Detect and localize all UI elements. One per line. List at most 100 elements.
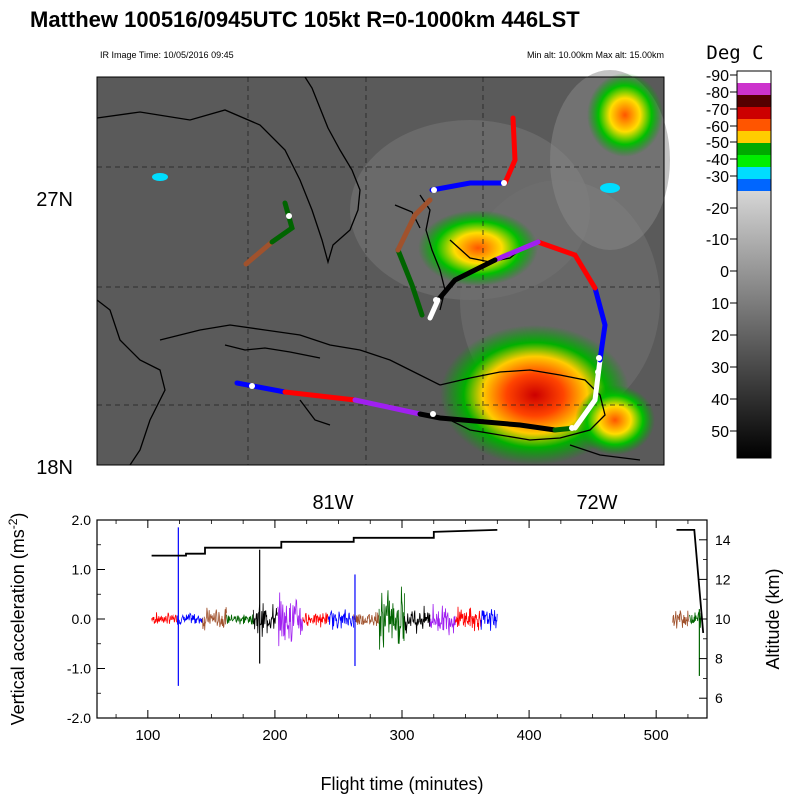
colorbar-enhanced-bands bbox=[737, 71, 771, 191]
acceleration-segment bbox=[202, 607, 227, 631]
x-tick-label: 400 bbox=[517, 727, 542, 744]
acceleration-segment bbox=[151, 612, 178, 624]
track-segment bbox=[429, 180, 508, 193]
acceleration-segment bbox=[353, 612, 380, 627]
acceleration-segment bbox=[429, 603, 456, 636]
map-frame bbox=[96, 76, 665, 466]
convective-cell bbox=[418, 210, 538, 286]
y-right-tick-label: 12 bbox=[715, 571, 731, 587]
track-segment bbox=[395, 197, 433, 253]
track-segment bbox=[417, 411, 558, 433]
y-axis-label-left: Vertical acceleration (ms-2) bbox=[6, 513, 28, 726]
colorbar-tick-label: -50 bbox=[706, 135, 729, 152]
y-tick-label: -1.0 bbox=[67, 661, 91, 677]
acceleration-segment bbox=[277, 592, 304, 647]
acceleration-segment bbox=[302, 612, 329, 628]
colorbar-labels: -90-80-70-60-50-40-30 -20 -10 0 10 20 30 40 50 bbox=[706, 68, 737, 441]
colorbar-tick-label: 10 bbox=[711, 296, 729, 313]
colorbar-band bbox=[737, 95, 771, 107]
drop-markers bbox=[249, 180, 602, 431]
track-segment bbox=[352, 397, 423, 417]
track-segment bbox=[243, 239, 275, 267]
cold-cloud-spot bbox=[600, 183, 620, 193]
colorbar-band bbox=[737, 119, 771, 131]
acceleration-segment bbox=[480, 609, 498, 631]
colorbar-band bbox=[737, 71, 771, 83]
lon-label-72w: 72W bbox=[576, 492, 617, 514]
colorbar-tick-label: -70 bbox=[706, 102, 729, 119]
x-tick-label: 100 bbox=[135, 727, 160, 744]
acceleration-segment bbox=[404, 605, 431, 634]
colorbar-gray-ramp bbox=[737, 191, 771, 458]
lat-label-27n: 27N bbox=[36, 189, 73, 211]
colorbar-tick-label: -30 bbox=[706, 169, 729, 186]
acceleration-segment bbox=[226, 614, 254, 625]
colorbar-tick-label: 20 bbox=[711, 328, 729, 345]
track-segment bbox=[535, 239, 598, 291]
convective-cell bbox=[575, 385, 655, 455]
x-axis-label: Flight time (minutes) bbox=[320, 774, 483, 794]
colorbar-frame bbox=[736, 70, 772, 459]
y-tick-label: 0.0 bbox=[72, 611, 92, 627]
colorbar-band bbox=[737, 83, 771, 95]
acceleration-segment bbox=[176, 612, 203, 626]
colorbar-band bbox=[737, 131, 771, 143]
colorbar-tick-label: 0 bbox=[720, 264, 729, 281]
acceleration-segment bbox=[252, 603, 278, 637]
track-segment bbox=[269, 200, 295, 245]
acceleration-segment bbox=[327, 609, 354, 630]
track-segment bbox=[427, 297, 441, 321]
y-right-tick-label: 14 bbox=[715, 532, 731, 548]
acceleration-plot: 100 200 300 400 500 2.0 1.0 0.0 -1.0 -2.0 14 12 10 8 6… bbox=[6, 512, 783, 794]
track-segment bbox=[435, 257, 498, 303]
altitude-line bbox=[151, 529, 705, 633]
colorbar-band bbox=[737, 107, 771, 119]
colorbar-band bbox=[737, 143, 771, 155]
track-segment bbox=[282, 389, 358, 403]
acceleration-segment bbox=[455, 606, 482, 632]
colorbar-title: Deg C bbox=[706, 42, 763, 64]
colorbar-tick-label: -60 bbox=[706, 119, 729, 136]
figure-title: Matthew 100516/0945UTC 105kt R=0-1000km … bbox=[30, 7, 580, 32]
y-right-tick-label: 6 bbox=[715, 690, 723, 706]
satellite-map bbox=[96, 70, 670, 466]
y-tick-label: -2.0 bbox=[67, 710, 91, 726]
track-segment bbox=[234, 380, 288, 395]
colorbar-tick-label: -90 bbox=[706, 68, 729, 85]
acceleration-traces bbox=[151, 527, 703, 686]
acceleration-segment bbox=[672, 610, 690, 629]
x-tick-label: 200 bbox=[262, 727, 287, 744]
x-tick-label: 300 bbox=[389, 727, 414, 744]
y-tick-label: 2.0 bbox=[72, 512, 92, 528]
track-segment bbox=[492, 239, 541, 263]
y-axis-label-right: Altitude (km) bbox=[763, 568, 783, 669]
lat-label-18n: 18N bbox=[36, 457, 73, 479]
colorbar-tick-label: 40 bbox=[711, 392, 729, 409]
plot-axes: 100 200 300 400 500 2.0 1.0 0.0 -1.0 -2.0 14 12 10 8 6 bbox=[67, 512, 731, 744]
colorbar-band bbox=[737, 155, 771, 167]
track-segment bbox=[395, 247, 425, 318]
convective-cell bbox=[587, 73, 663, 157]
cold-cloud-spot bbox=[152, 173, 168, 181]
colorbar-band bbox=[737, 167, 771, 179]
colorbar-tick-label: -80 bbox=[706, 85, 729, 102]
colorbar-tick-label: -40 bbox=[706, 152, 729, 169]
plot-frame bbox=[96, 519, 708, 719]
colorbar-tick-label: -20 bbox=[706, 201, 729, 218]
y-right-tick-label: 8 bbox=[715, 651, 723, 667]
flight-track bbox=[234, 115, 608, 433]
temperature-colorbar: Deg C -90-80-70-60-50-40-30 -20 -10 0 10 20 30… bbox=[706, 42, 772, 459]
acceleration-segment bbox=[378, 586, 405, 650]
colorbar-tick-label: 50 bbox=[711, 424, 729, 441]
colorbar-tick-label: 30 bbox=[711, 360, 729, 377]
image-time-label: IR Image Time: 10/05/2016 09:45 bbox=[100, 50, 234, 60]
colorbar-band bbox=[737, 179, 771, 191]
y-tick-label: 1.0 bbox=[72, 562, 92, 578]
altitude-range-label: Min alt: 10.00km Max alt: 15.00km bbox=[527, 50, 664, 60]
track-segment bbox=[502, 115, 518, 186]
track-segment bbox=[592, 285, 608, 363]
y-right-tick-label: 10 bbox=[715, 611, 731, 627]
colorbar-tick-label: -10 bbox=[706, 232, 729, 249]
lon-label-81w: 81W bbox=[312, 492, 353, 514]
